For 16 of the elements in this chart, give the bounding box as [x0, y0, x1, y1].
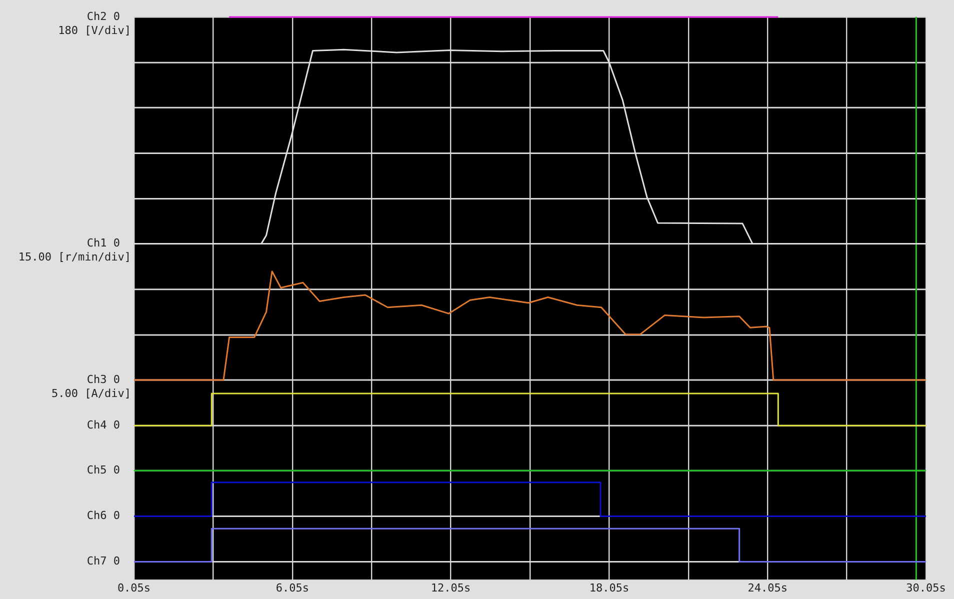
x-tick-label: 24.05s	[748, 581, 788, 594]
ref-line-label: Ch6 0	[86, 509, 120, 522]
ref-line-label: Ch7 0	[86, 554, 120, 568]
ref-line-label: Ch2 0	[86, 10, 120, 23]
text: 5.00 [A/div]	[52, 386, 131, 400]
x-tick-label: 30.05s	[906, 581, 946, 594]
ref-line-label: Ch5 0	[86, 463, 120, 476]
ref-line-label: Ch3 0	[86, 372, 120, 386]
ref-line-label: Ch1 0	[86, 236, 120, 250]
x-tick-label: 0.05s	[117, 581, 151, 594]
x-tick-label: 18.05s	[589, 581, 630, 594]
x-tick-label: 6.05s	[276, 581, 309, 594]
ref-line-label: Ch4 0	[86, 418, 120, 432]
x-tick-label: 12.05s	[430, 581, 471, 594]
text: 15.00 [r/min/div]	[18, 250, 131, 264]
text: 180 [V/div]	[58, 24, 131, 37]
